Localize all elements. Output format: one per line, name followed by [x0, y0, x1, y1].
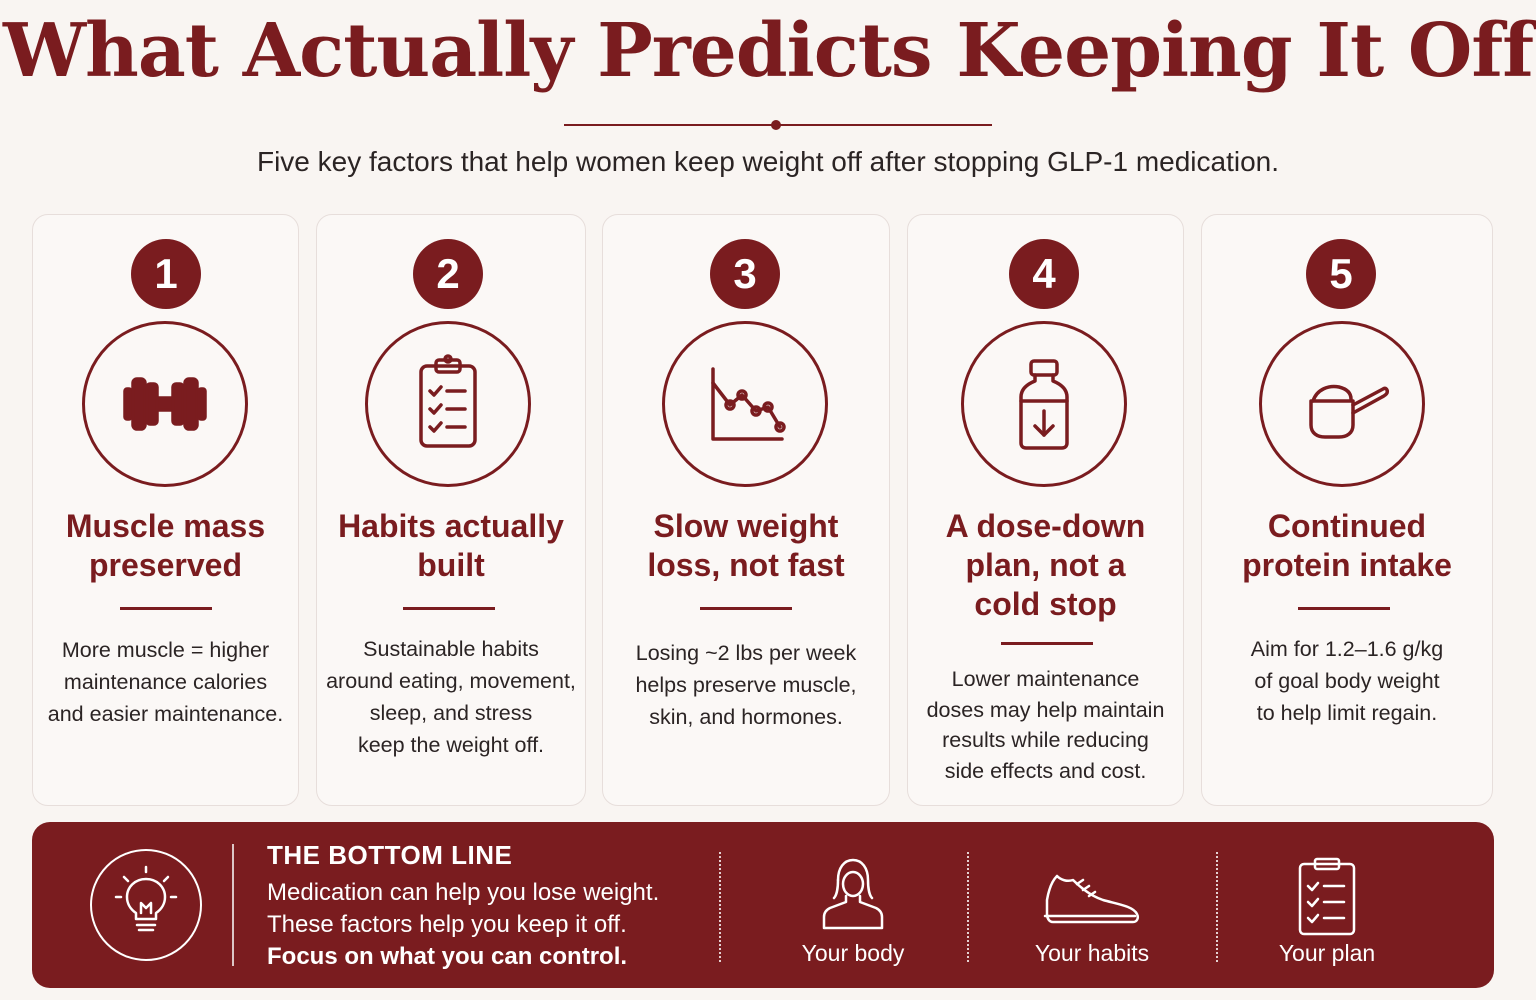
factor-card-4: 4 A dose-down plan, not a cold stop Lowe… — [907, 214, 1184, 806]
factor-description: Sustainable habits around eating, moveme… — [326, 637, 576, 757]
bottom-line-text-1: Medication can help you lose weight. — [267, 879, 660, 906]
declining-line-chart-icon — [662, 321, 828, 487]
medicine-bottle-down-arrow-icon — [961, 321, 1127, 487]
factor-description: Lower maintenance doses may help maintai… — [926, 667, 1165, 783]
dumbbell-icon — [82, 321, 248, 487]
factor-title: Slow weight loss, not fast — [647, 508, 845, 583]
lightbulb-icon — [90, 849, 202, 961]
banner-dotted-divider — [1216, 852, 1218, 962]
bottom-line-text-2: These factors help you keep it off. — [267, 911, 627, 938]
title-divider-dot — [771, 120, 781, 130]
person-icon — [822, 858, 884, 930]
factor-card-2: 2 Habits actually built Sustainable habi… — [316, 214, 586, 806]
factor-description: Losing ~2 lbs per week helps preserve mu… — [635, 641, 857, 729]
factor-number-badge: 4 — [1009, 239, 1079, 309]
protein-scoop-icon — [1259, 321, 1425, 487]
factor-rule — [403, 607, 495, 610]
clipboard-checklist-icon — [365, 321, 531, 487]
feature-label-plan: Your plan — [1278, 940, 1376, 966]
factor-card-5: 5 Continued protein intake Aim for 1.2–1… — [1201, 214, 1493, 806]
factor-rule — [120, 607, 212, 610]
bottom-line-heading: THE BOTTOM LINE — [267, 840, 513, 870]
feature-label-body: Your body — [801, 940, 905, 966]
factor-number-badge: 2 — [413, 239, 483, 309]
sneaker-icon — [1043, 874, 1140, 924]
factor-number-badge: 1 — [131, 239, 201, 309]
factor-title: A dose-down plan, not a cold stop — [945, 508, 1146, 622]
bottom-line-text-3: Focus on what you can control. — [267, 943, 628, 970]
factor-rule — [1001, 642, 1093, 645]
factor-title: Habits actually built — [338, 508, 564, 583]
clipboard-icon — [1298, 857, 1356, 936]
bottom-line-banner: THE BOTTOM LINE Medication can help you … — [32, 822, 1494, 988]
factor-card-3: 3 Slow weight loss, not fast Losing ~2 l… — [602, 214, 890, 806]
factor-rule — [1298, 607, 1390, 610]
factor-title: Continued protein intake — [1242, 508, 1452, 583]
page-title: What Actually Predicts Keeping It Off — [2, 8, 1534, 94]
banner-dotted-divider — [967, 852, 969, 962]
factor-number-badge: 3 — [710, 239, 780, 309]
factor-card-1: 1 Muscle mass preserved More muscle = hi… — [32, 214, 299, 806]
banner-divider — [232, 844, 234, 966]
factor-rule — [700, 607, 792, 610]
factor-title: Muscle mass preserved — [65, 508, 266, 583]
page-subtitle: Five key factors that help women keep we… — [256, 146, 1280, 177]
factor-description: More muscle = higher maintenance calorie… — [47, 638, 284, 726]
feature-label-habits: Your habits — [1034, 940, 1150, 966]
factor-number-badge: 5 — [1306, 239, 1376, 309]
banner-dotted-divider — [719, 852, 721, 962]
factor-description: Aim for 1.2–1.6 g/kg of goal body weight… — [1250, 637, 1444, 725]
